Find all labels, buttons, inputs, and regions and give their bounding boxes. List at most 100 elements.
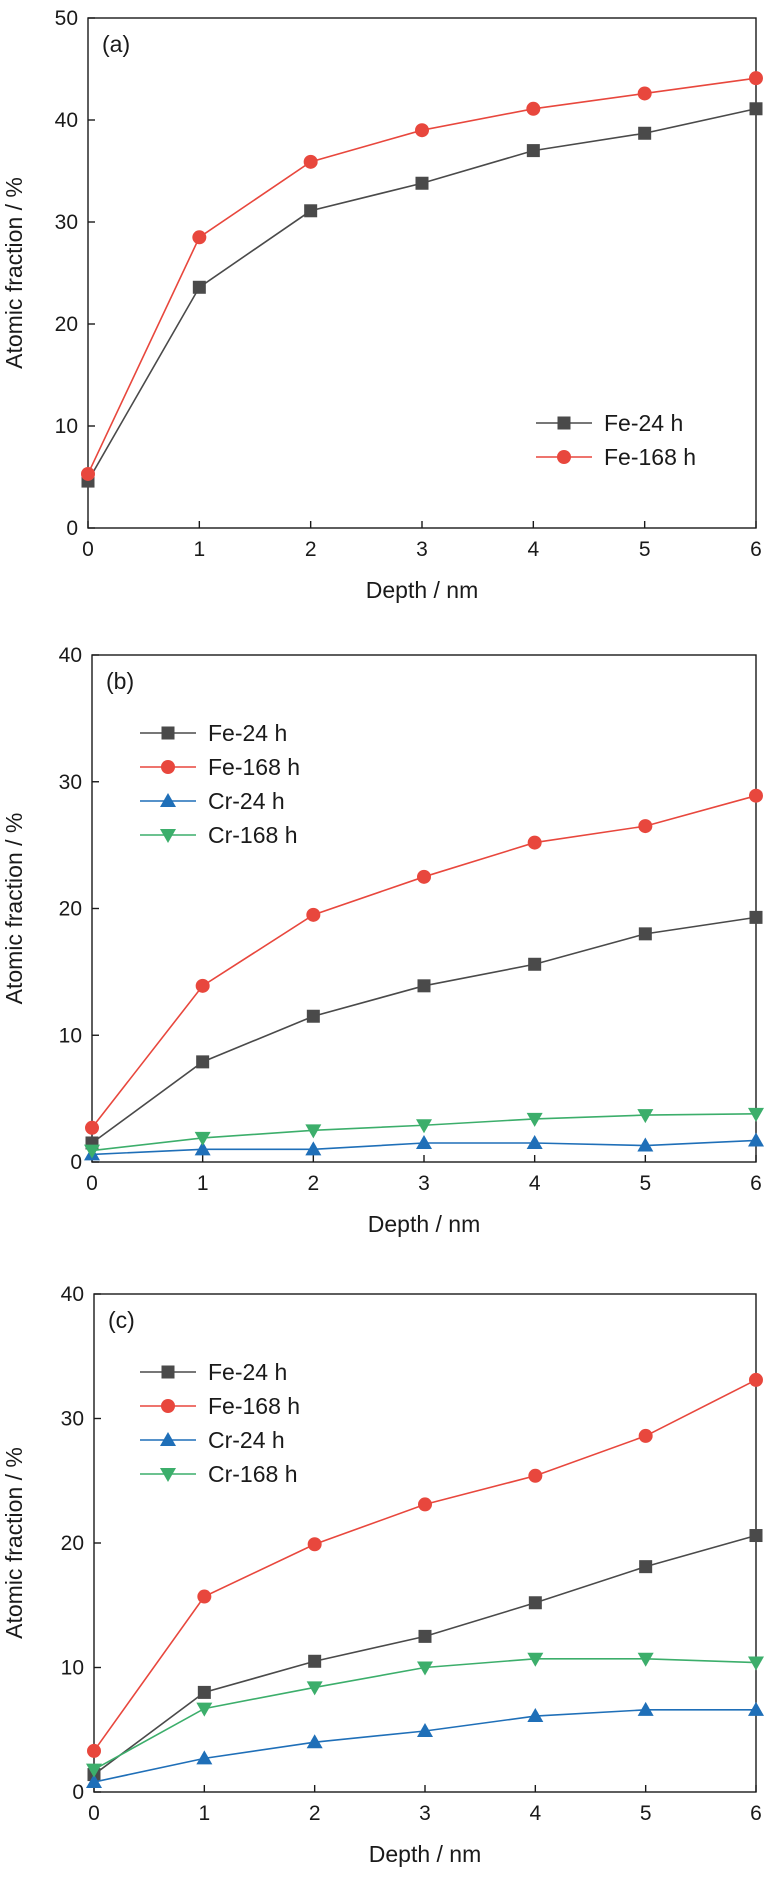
data-point bbox=[748, 1107, 764, 1122]
data-point bbox=[526, 1134, 543, 1149]
y-tick-label: 20 bbox=[59, 898, 82, 921]
y-tick-label: 20 bbox=[55, 313, 78, 336]
series-cr-168-h bbox=[84, 1107, 764, 1159]
data-point bbox=[87, 1743, 101, 1758]
data-point bbox=[528, 957, 542, 971]
data-point bbox=[528, 1596, 542, 1610]
data-point bbox=[197, 1685, 211, 1699]
legend-marker bbox=[160, 1468, 176, 1482]
y-tick-label: 40 bbox=[55, 109, 78, 132]
data-point bbox=[527, 1652, 544, 1667]
x-tick-label: 1 bbox=[198, 1802, 210, 1825]
legend-marker bbox=[161, 1399, 175, 1413]
series-fe-168-h bbox=[85, 788, 763, 1135]
legend-marker bbox=[161, 760, 175, 774]
x-tick-label: 5 bbox=[639, 1172, 651, 1195]
x-tick-label: 0 bbox=[88, 1802, 100, 1825]
x-tick-label: 1 bbox=[193, 538, 205, 561]
y-tick-label: 50 bbox=[55, 7, 78, 30]
legend-label: Fe-24 h bbox=[208, 1359, 287, 1385]
x-tick-label: 4 bbox=[529, 1172, 541, 1195]
legend: Fe-24 h Fe-168 h bbox=[536, 410, 696, 470]
data-point bbox=[748, 1656, 764, 1671]
series-line bbox=[91, 794, 757, 1129]
y-tick-label: 30 bbox=[59, 771, 82, 794]
data-point bbox=[528, 1468, 543, 1483]
x-axis-label: Depth / nm bbox=[368, 1211, 481, 1237]
chart-panel-2: 0 1 2 3 4 5 6 0 10 20 30 40 Depth / nm Atomic fractio… bbox=[1, 644, 764, 1237]
data-point bbox=[748, 1132, 764, 1147]
chart-panel-3: 0 1 2 3 4 5 6 0 10 20 30 40 Depth / nm Atomic fractio… bbox=[1, 1283, 764, 1867]
y-tick-label: 20 bbox=[61, 1532, 84, 1555]
legend-marker bbox=[160, 829, 176, 843]
data-point bbox=[638, 927, 652, 941]
series-line bbox=[93, 1534, 757, 1776]
panel-label: (a) bbox=[102, 31, 130, 57]
y-axis-label: Atomic fraction / % bbox=[1, 1447, 27, 1639]
legend-marker bbox=[160, 793, 176, 807]
legend-label: Cr-24 h bbox=[208, 788, 285, 814]
legend-label: Fe-168 h bbox=[208, 754, 300, 780]
x-tick-label: 0 bbox=[86, 1172, 98, 1195]
data-point bbox=[306, 1681, 323, 1696]
y-tick-label: 10 bbox=[55, 415, 78, 438]
data-point bbox=[749, 102, 763, 116]
x-tick-label: 3 bbox=[418, 1172, 430, 1195]
legend-marker bbox=[161, 1365, 175, 1379]
data-point bbox=[526, 144, 540, 158]
x-tick-label: 1 bbox=[197, 1172, 209, 1195]
x-tick-label: 2 bbox=[309, 1802, 321, 1825]
data-point bbox=[637, 1701, 654, 1716]
data-point bbox=[416, 1134, 432, 1149]
series-fe-24-h bbox=[81, 102, 763, 488]
data-point bbox=[527, 835, 542, 850]
data-point bbox=[194, 1131, 211, 1146]
data-point bbox=[86, 1774, 102, 1789]
y-axis-label: Atomic fraction / % bbox=[1, 813, 27, 1005]
data-point bbox=[306, 1009, 320, 1023]
y-tick-label: 30 bbox=[55, 211, 78, 234]
data-point bbox=[749, 1529, 763, 1543]
series-line bbox=[91, 916, 757, 1144]
series-fe-24-h bbox=[85, 910, 763, 1150]
series-fe-168-h bbox=[81, 71, 763, 481]
legend-label: Cr-168 h bbox=[208, 822, 297, 848]
data-point bbox=[527, 1708, 544, 1723]
data-point bbox=[196, 1055, 210, 1069]
data-point bbox=[417, 979, 431, 993]
data-point bbox=[85, 1120, 99, 1135]
data-point bbox=[418, 1629, 432, 1643]
data-point bbox=[86, 1763, 102, 1778]
data-point bbox=[526, 101, 541, 116]
panel-label: (c) bbox=[108, 1307, 135, 1333]
data-point bbox=[637, 1137, 654, 1152]
data-point bbox=[305, 1141, 322, 1156]
data-point bbox=[415, 123, 429, 138]
legend-label: Fe-168 h bbox=[208, 1393, 300, 1419]
series-cr-168-h bbox=[86, 1652, 764, 1778]
data-point bbox=[307, 1537, 322, 1552]
x-axis-label: Depth / nm bbox=[366, 577, 479, 603]
x-tick-label: 4 bbox=[529, 1802, 541, 1825]
data-point bbox=[749, 71, 763, 86]
y-tick-label: 0 bbox=[72, 1781, 84, 1804]
data-point bbox=[306, 907, 321, 922]
data-point bbox=[416, 1119, 432, 1134]
data-point bbox=[81, 466, 95, 481]
data-point bbox=[308, 1654, 322, 1668]
legend-label: Fe-168 h bbox=[604, 444, 696, 470]
y-tick-label: 10 bbox=[59, 1024, 82, 1047]
x-tick-label: 2 bbox=[305, 538, 317, 561]
series-cr-24-h bbox=[86, 1701, 764, 1789]
x-tick-label: 5 bbox=[640, 1802, 652, 1825]
x-tick-label: 4 bbox=[527, 538, 539, 561]
data-point bbox=[196, 1702, 213, 1717]
legend-label: Cr-168 h bbox=[208, 1461, 297, 1487]
plot-frame bbox=[91, 654, 757, 1163]
x-tick-label: 2 bbox=[307, 1172, 319, 1195]
data-point bbox=[417, 869, 431, 884]
data-point bbox=[637, 86, 652, 101]
data-point bbox=[417, 1661, 433, 1676]
data-point bbox=[194, 1141, 211, 1156]
